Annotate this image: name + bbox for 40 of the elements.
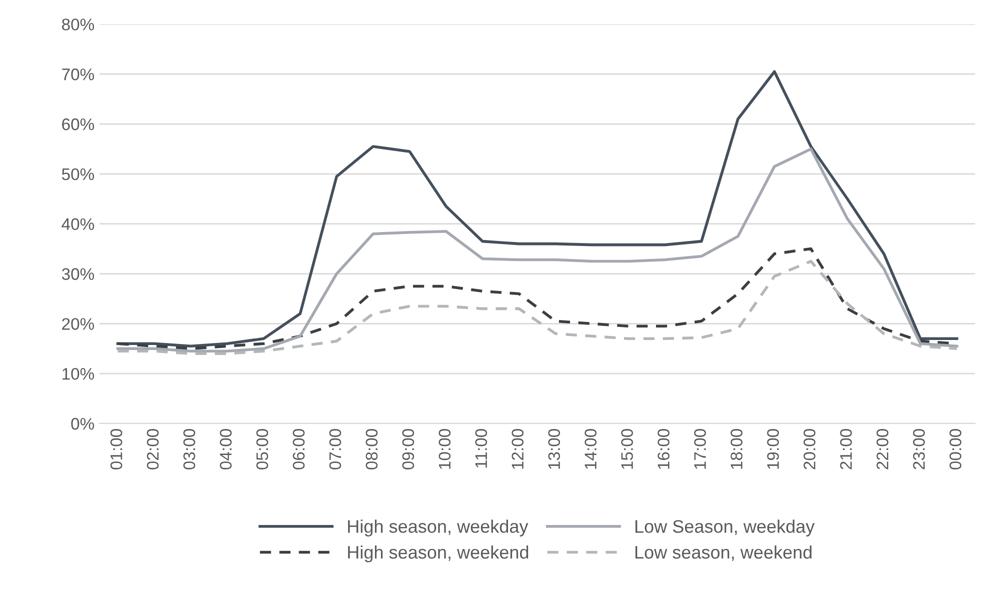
x-tick-label: 08:00 bbox=[366, 429, 378, 470]
x-tick-label: 20:00 bbox=[804, 429, 816, 470]
legend-label: Low Season, weekday bbox=[635, 520, 815, 536]
y-tick-label: 0% bbox=[71, 418, 94, 430]
x-tick-label: 10:00 bbox=[438, 429, 451, 469]
line-series bbox=[116, 70, 958, 348]
x-tick-label: 06:00 bbox=[292, 429, 305, 470]
x-tick-label: 19:00 bbox=[767, 429, 779, 469]
x-tick-label: 18:00 bbox=[730, 429, 742, 469]
line-series bbox=[116, 260, 958, 356]
x-tick-label: 16:00 bbox=[658, 429, 670, 469]
x-tick-label: 03:00 bbox=[183, 429, 196, 470]
x-tick-label: 22:00 bbox=[876, 429, 888, 470]
line-series bbox=[116, 148, 958, 353]
y-tick-label: 50% bbox=[62, 168, 94, 180]
x-tick-label: 02:00 bbox=[146, 429, 159, 470]
x-tick-label: 09:00 bbox=[402, 429, 414, 470]
y-tick-label: 10% bbox=[62, 368, 94, 380]
y-tick-label: 80% bbox=[62, 18, 94, 30]
legend-label: High season, weekend bbox=[348, 545, 528, 562]
x-tick-label: 11:00 bbox=[475, 429, 488, 468]
x-tick-label: 12:00 bbox=[512, 429, 524, 469]
x-tick-label: 01:00 bbox=[110, 429, 122, 470]
y-tick-label: 30% bbox=[62, 268, 94, 280]
x-tick-label: 04:00 bbox=[220, 429, 232, 470]
y-tick-label: 70% bbox=[62, 68, 94, 80]
legend-label: High season, weekday bbox=[348, 520, 528, 536]
y-tick-label: 40% bbox=[62, 218, 94, 230]
y-tick-label: 20% bbox=[62, 318, 94, 330]
x-tick-label: 07:00 bbox=[329, 429, 342, 470]
x-tick-label: 14:00 bbox=[584, 429, 596, 469]
x-tick-label: 23:00 bbox=[913, 429, 925, 470]
x-tick-label: 21:00 bbox=[840, 429, 852, 470]
y-tick-label: 60% bbox=[62, 118, 94, 130]
x-tick-label: 15:00 bbox=[621, 429, 633, 469]
legend-label: Low season, weekend bbox=[635, 545, 812, 561]
x-tick-label: 05:00 bbox=[256, 429, 268, 470]
x-tick-label: 00:00 bbox=[950, 429, 962, 470]
x-tick-label: 13:00 bbox=[548, 429, 560, 469]
x-tick-label: 17:00 bbox=[694, 429, 706, 469]
